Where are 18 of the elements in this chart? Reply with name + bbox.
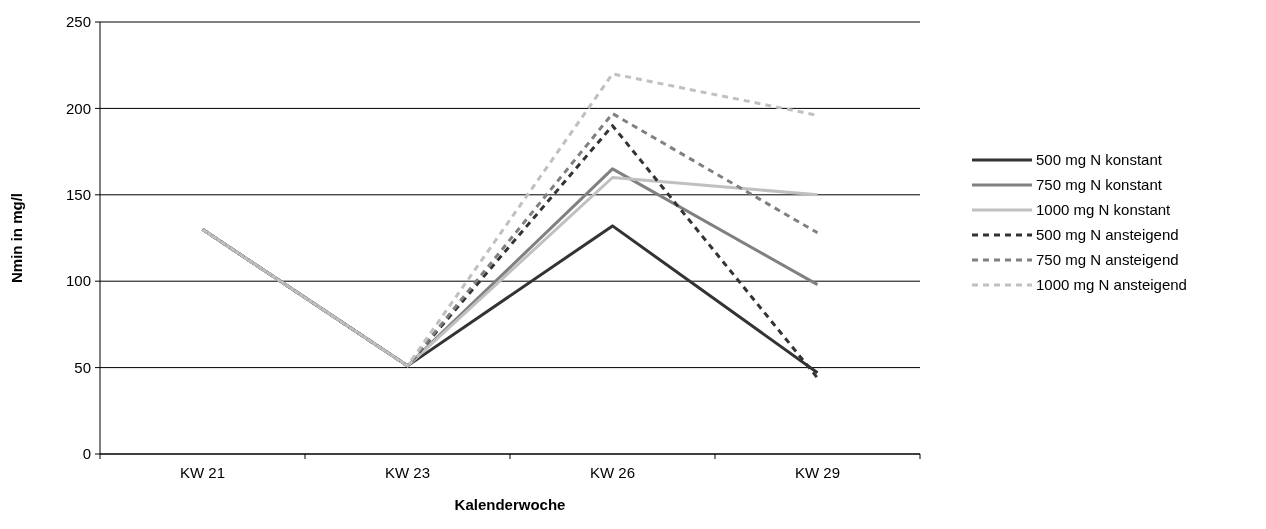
x-tick-label: KW 21 — [179, 464, 226, 481]
legend-label: 1000 mg N konstant — [1036, 201, 1172, 219]
y-tick-label: 250 — [65, 13, 91, 31]
legend-label: 500 mg N ansteigend — [1036, 226, 1179, 244]
y-tick-label: 50 — [74, 358, 91, 376]
legend-label: 750 mg N konstant — [1036, 176, 1163, 194]
legend-label: 1000 mg N ansteigend — [1036, 276, 1187, 294]
y-tick-label: 0 — [82, 445, 91, 463]
legend-label: 750 mg N ansteigend — [1036, 251, 1179, 269]
x-tick-label: KW 26 — [589, 464, 636, 481]
y-tick-label: 100 — [65, 272, 91, 290]
y-tick-label: 200 — [65, 99, 91, 117]
x-tick-label: KW 29 — [794, 464, 841, 481]
y-tick-label: 150 — [65, 186, 91, 204]
y-axis-title: Nmin in mg/l — [8, 193, 25, 283]
x-axis-title: Kalenderwoche — [454, 496, 566, 513]
x-tick-label: KW 23 — [384, 464, 431, 481]
legend-label: 500 mg N konstant — [1036, 151, 1163, 169]
